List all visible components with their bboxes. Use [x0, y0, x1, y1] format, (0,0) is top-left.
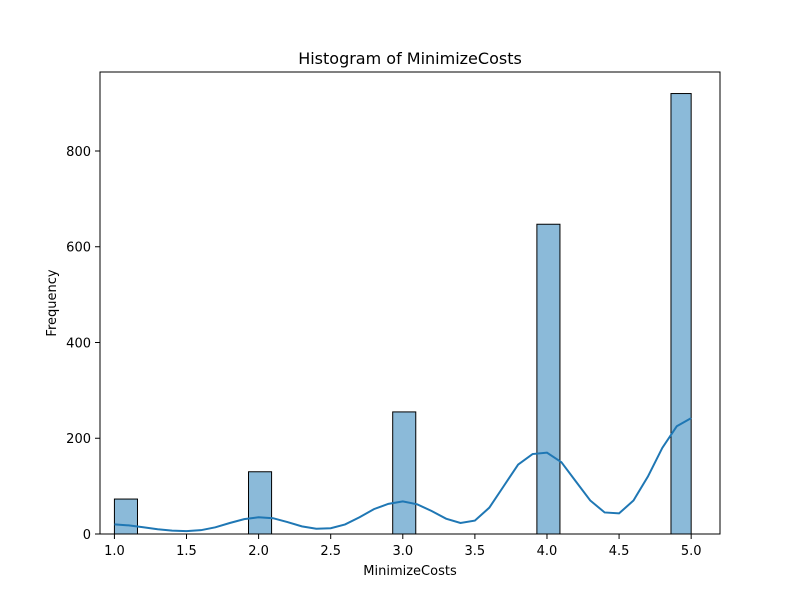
x-tick-label: 5.0	[681, 544, 702, 559]
x-tick-label: 1.0	[104, 544, 125, 559]
y-tick-label: 200	[66, 432, 91, 447]
y-tick-label: 0	[83, 528, 91, 543]
y-tick-label: 800	[66, 145, 91, 160]
plot-frame	[99, 71, 721, 535]
histogram-bar-2	[248, 471, 273, 535]
x-tick-label: 2.5	[320, 544, 341, 559]
histogram-bar-1	[113, 498, 138, 535]
x-tick-label: 1.5	[176, 544, 197, 559]
histogram-bar-5	[670, 93, 692, 535]
chart-title: Histogram of MinimizeCosts	[298, 49, 522, 68]
y-tick-label: 600	[66, 241, 91, 256]
y-tick-label: 400	[66, 336, 91, 351]
x-tick-label: 3.5	[465, 544, 486, 559]
y-axis-title: Frequency	[45, 269, 60, 336]
y-axis: 0 200 400 600 800	[66, 145, 100, 543]
kde-curve	[114, 417, 692, 533]
histogram-bar-3	[392, 411, 417, 535]
x-tick-label: 4.5	[609, 544, 630, 559]
x-axis-title: MinimizeCosts	[363, 564, 457, 579]
x-axis: 1.0 1.5 2.0 2.5 3.0 3.5 4.0 4.5 5.0	[104, 534, 702, 559]
histogram-bar-4	[536, 223, 561, 535]
x-tick-label: 2.0	[248, 544, 269, 559]
x-tick-label: 4.0	[537, 544, 558, 559]
x-tick-label: 3.0	[392, 544, 413, 559]
